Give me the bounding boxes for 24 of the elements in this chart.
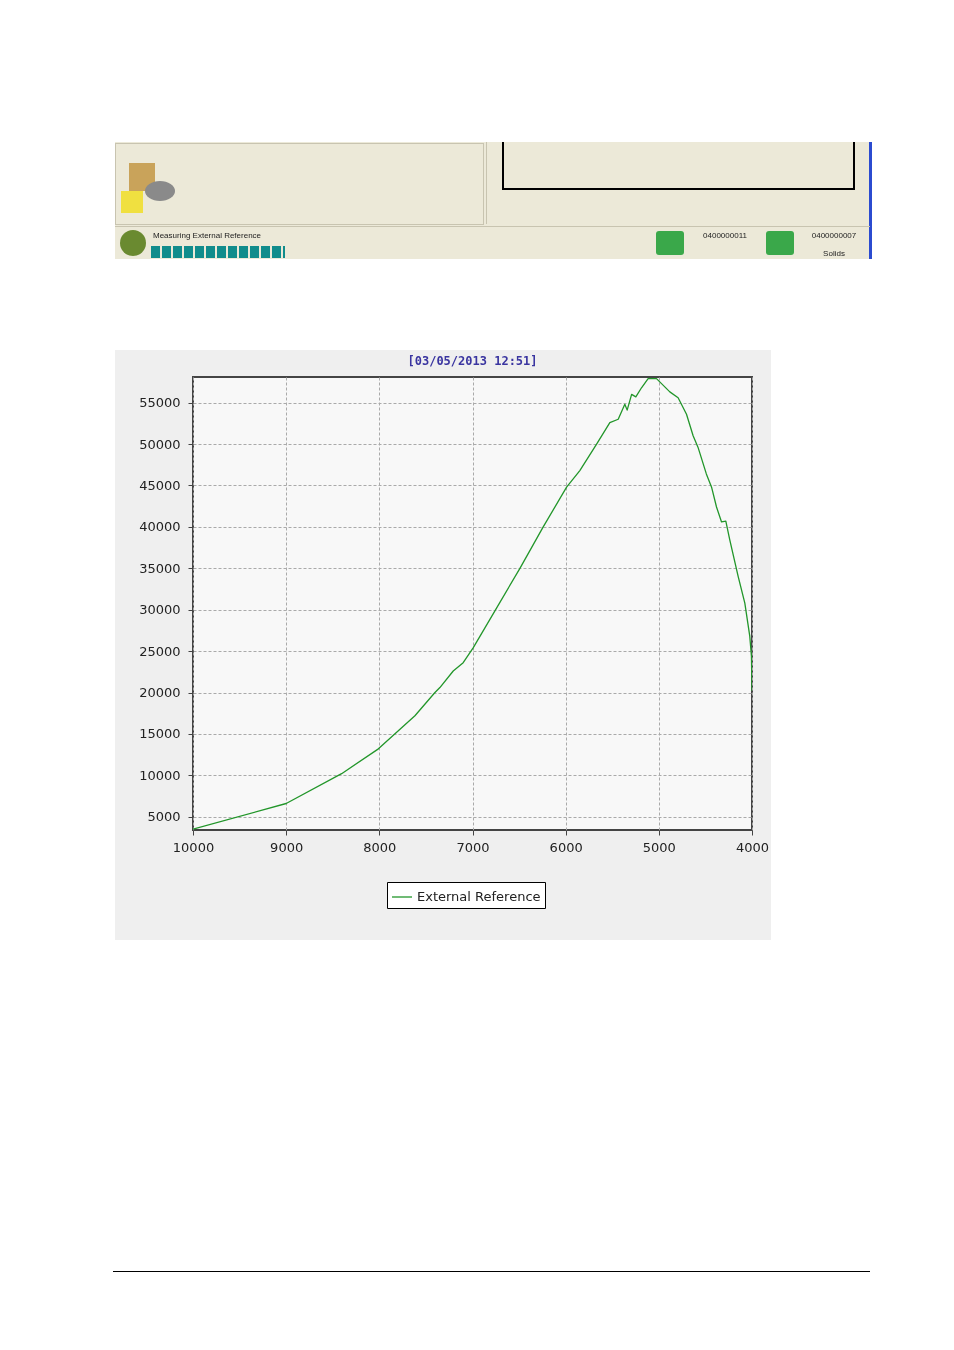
y-tick-label: 15000 bbox=[139, 726, 181, 742]
text: 0400000007 bbox=[810, 231, 858, 240]
y-tick-label: 50000 bbox=[139, 436, 181, 452]
x-tick-label: 9000 bbox=[270, 839, 304, 855]
text: 0400000011 bbox=[702, 231, 748, 240]
y-tick-label: 30000 bbox=[139, 602, 181, 618]
y-tick-label: 10000 bbox=[139, 767, 181, 783]
x-tick-label: 4000 bbox=[735, 839, 770, 855]
y-tick-label: 20000 bbox=[139, 685, 181, 701]
text: Measuring External Reference bbox=[153, 231, 262, 240]
x-tick-label: 10000 bbox=[172, 839, 215, 855]
x-tick-label: 6000 bbox=[549, 839, 583, 855]
legend-label: External Reference bbox=[417, 889, 541, 904]
x-tick-label: 5000 bbox=[642, 839, 676, 855]
text: Solids bbox=[822, 249, 846, 258]
y-tick-label: 35000 bbox=[139, 560, 181, 576]
y-tick-label: 55000 bbox=[139, 395, 181, 411]
chart-title: [03/05/2013 12:51] bbox=[407, 354, 538, 368]
x-tick-label: 8000 bbox=[363, 839, 397, 855]
y-tick-label: 40000 bbox=[139, 519, 181, 535]
x-tick-label: 7000 bbox=[456, 839, 490, 855]
y-tick-label: 25000 bbox=[139, 643, 181, 659]
y-tick-label: 5000 bbox=[147, 809, 181, 825]
y-tick-label: 45000 bbox=[139, 477, 181, 493]
